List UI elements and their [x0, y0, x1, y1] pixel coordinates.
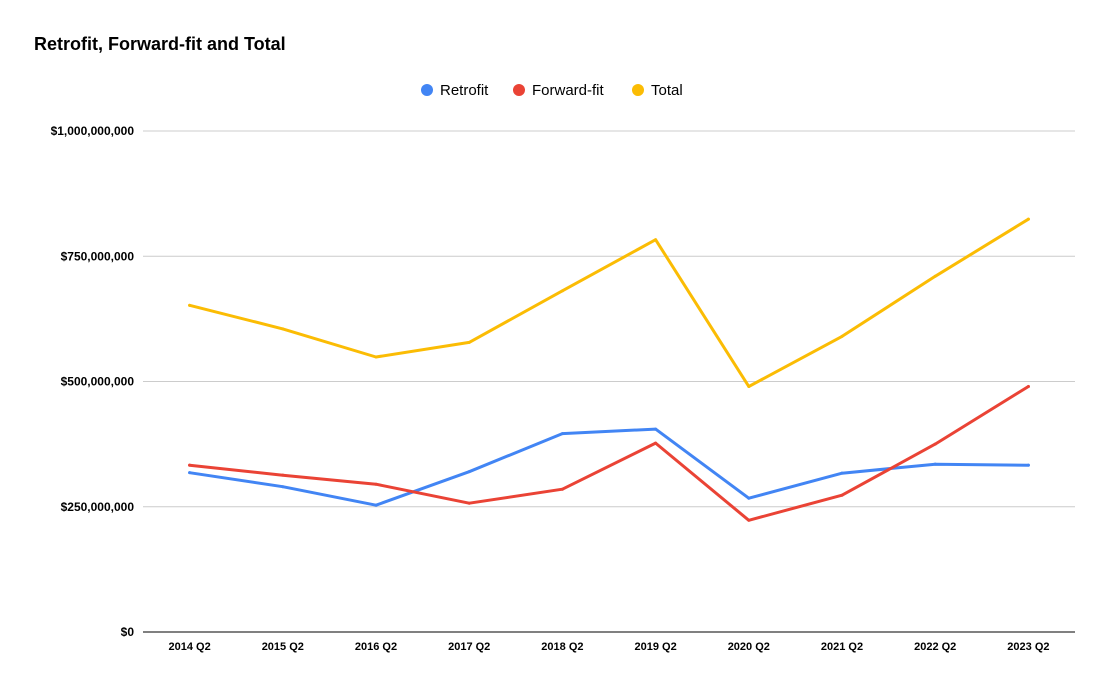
legend-label: Forward-fit	[532, 82, 605, 99]
data-point-retrofit	[467, 470, 471, 474]
data-point-total	[188, 303, 192, 307]
y-tick-label: $750,000,000	[61, 249, 135, 263]
y-axis-ticks: $0 $250,000,000 $500,000,000 $750,000,000 $1…	[51, 124, 135, 639]
data-point-forward-fit	[840, 493, 844, 497]
data-point-total	[467, 340, 471, 344]
legend-label: Retrofit	[440, 82, 489, 99]
data-point-retrofit	[840, 471, 844, 475]
y-tick-label: $250,000,000	[61, 500, 135, 514]
legend: Retrofit Forward-fit Total	[421, 82, 683, 99]
data-point-total	[560, 289, 564, 293]
data-point-retrofit	[560, 432, 564, 436]
data-point-forward-fit	[933, 442, 937, 446]
series-line-total	[188, 217, 1030, 388]
x-axis-ticks: 2014 Q2 2015 Q2 2016 Q2 2017 Q2 2018 Q2 2019 …	[168, 641, 1049, 653]
y-tick-label: $0	[121, 625, 135, 639]
data-point-retrofit	[747, 496, 751, 500]
series-line-forward-fit	[188, 385, 1030, 522]
data-point-forward-fit	[1026, 385, 1030, 389]
x-tick-label: 2015 Q2	[262, 641, 304, 653]
x-tick-label: 2016 Q2	[355, 641, 397, 653]
data-point-total	[374, 355, 378, 359]
data-point-total	[1026, 217, 1030, 221]
data-point-retrofit	[188, 471, 192, 475]
data-point-forward-fit	[747, 518, 751, 522]
data-point-total	[840, 334, 844, 338]
data-point-forward-fit	[281, 473, 285, 477]
legend-marker	[421, 84, 433, 96]
legend-label: Total	[651, 82, 683, 99]
x-tick-label: 2017 Q2	[448, 641, 490, 653]
data-point-forward-fit	[560, 487, 564, 491]
data-point-forward-fit	[374, 482, 378, 486]
x-tick-label: 2023 Q2	[1007, 641, 1049, 653]
data-point-retrofit	[654, 427, 658, 431]
data-point-retrofit	[281, 485, 285, 489]
series-lines	[188, 217, 1030, 522]
data-point-retrofit	[374, 503, 378, 507]
x-tick-label: 2022 Q2	[914, 641, 956, 653]
y-tick-label: $500,000,000	[61, 375, 135, 389]
data-point-total	[281, 327, 285, 331]
legend-marker	[513, 84, 525, 96]
y-tick-label: $1,000,000,000	[51, 124, 135, 138]
data-point-forward-fit	[188, 463, 192, 467]
x-tick-label: 2021 Q2	[821, 641, 863, 653]
data-point-forward-fit	[654, 441, 658, 445]
gridlines	[143, 130, 1075, 633]
data-point-total	[654, 238, 658, 242]
x-tick-label: 2020 Q2	[728, 641, 770, 653]
data-point-total	[933, 274, 937, 278]
data-point-total	[747, 385, 751, 389]
x-tick-label: 2019 Q2	[634, 641, 676, 653]
data-point-forward-fit	[467, 501, 471, 505]
legend-marker	[632, 84, 644, 96]
chart-title: Retrofit, Forward-fit and Total	[34, 34, 286, 54]
data-point-retrofit	[1026, 463, 1030, 467]
data-point-retrofit	[933, 462, 937, 466]
x-tick-label: 2018 Q2	[541, 641, 583, 653]
x-tick-label: 2014 Q2	[168, 641, 210, 653]
